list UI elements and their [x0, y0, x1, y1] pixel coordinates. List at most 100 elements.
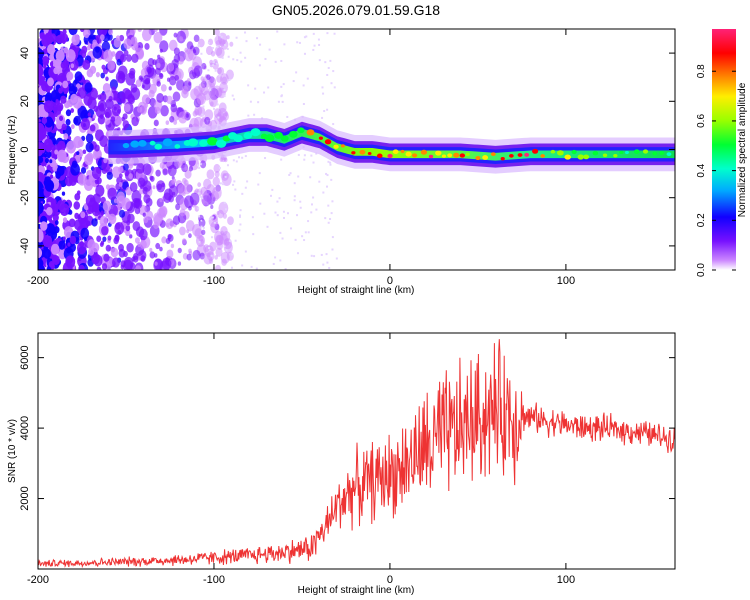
noise-speckle [47, 77, 54, 87]
ridge-spot [264, 134, 275, 143]
noise-speckle [118, 181, 123, 188]
x-tick-label: -200 [27, 574, 49, 586]
noise-speckle [122, 113, 128, 120]
ridge-spot [465, 152, 470, 157]
x-tick-label: -100 [203, 574, 225, 586]
noise-speckle [107, 235, 112, 241]
noise-speckle [167, 62, 175, 72]
noise-speckle [38, 230, 44, 243]
noise-speckle [119, 34, 125, 42]
noise-speckle [143, 216, 149, 224]
noise-speckle [155, 67, 161, 75]
noise-speckle [232, 183, 235, 186]
noise-speckle [152, 185, 156, 190]
noise-speckle [317, 38, 320, 41]
noise-speckle [326, 261, 329, 264]
noise-speckle [46, 43, 56, 55]
noise-speckle [280, 158, 283, 161]
noise-speckle [211, 190, 220, 202]
noise-speckle [211, 46, 214, 49]
noise-speckle [43, 100, 54, 113]
noise-speckle [188, 248, 192, 254]
noise-speckle [263, 212, 266, 215]
frequency-ridge-layer [108, 115, 675, 174]
noise-speckle [244, 250, 247, 253]
noise-speckle [170, 243, 175, 249]
noise-speckle [299, 206, 302, 209]
noise-speckle [161, 236, 167, 244]
noise-speckle [41, 55, 50, 66]
noise-speckle [226, 47, 229, 50]
noise-speckle [200, 192, 211, 206]
noise-speckle [86, 152, 94, 162]
noise-speckle [160, 105, 169, 117]
ridge-spot [540, 154, 546, 158]
noise-speckle [80, 117, 91, 131]
noise-speckle [200, 160, 207, 169]
noise-speckle [276, 214, 279, 217]
noise-speckle [296, 41, 299, 44]
noise-speckle [183, 195, 194, 209]
noise-speckle [219, 34, 222, 37]
ridge-spot [602, 153, 608, 158]
noise-speckle [137, 106, 143, 113]
noise-speckle [218, 166, 221, 169]
noise-speckle [215, 62, 218, 65]
noise-speckle [198, 166, 201, 169]
noise-speckle [104, 209, 108, 215]
noise-speckle [264, 157, 267, 160]
noise-speckle [179, 208, 186, 217]
noise-speckle [80, 211, 86, 219]
noise-speckle [286, 115, 289, 118]
noise-speckle [274, 256, 277, 259]
noise-speckle [99, 92, 107, 102]
noise-speckle [94, 149, 102, 159]
ridge-spot [517, 153, 523, 157]
noise-speckle [272, 262, 275, 265]
noise-speckle [223, 95, 226, 98]
noise-speckle [77, 105, 88, 119]
noise-speckle [296, 214, 299, 217]
x-tick-label: 100 [557, 275, 575, 287]
ridge-spot [509, 153, 514, 158]
noise-speckle [38, 122, 43, 131]
ridge-spot [318, 136, 323, 140]
noise-speckle [100, 210, 105, 216]
noise-speckle [195, 234, 206, 247]
noise-speckle [131, 53, 139, 64]
noise-speckle [125, 229, 131, 237]
noise-speckle [293, 195, 296, 198]
noise-speckle [231, 266, 234, 269]
noise-speckle [201, 113, 204, 116]
noise-speckle [297, 175, 300, 178]
noise-speckle [198, 188, 201, 191]
ridge-spot [359, 149, 366, 155]
colorbar-gradient [712, 29, 736, 270]
noise-speckle [177, 261, 182, 266]
noise-speckle [225, 69, 234, 80]
noise-speckle [210, 50, 216, 57]
noise-speckle [85, 142, 94, 153]
noise-speckle [204, 116, 211, 125]
noise-speckle [217, 66, 225, 76]
ridge-spot [215, 139, 227, 148]
noise-speckle [141, 29, 152, 42]
noise-speckle [72, 86, 78, 93]
noise-speckle [181, 238, 187, 244]
noise-speckle [101, 41, 111, 53]
noise-speckle [159, 198, 163, 203]
noise-speckle [244, 155, 247, 158]
noise-speckle [153, 119, 159, 127]
noise-speckle [118, 166, 124, 173]
noise-speckle [62, 29, 67, 35]
noise-speckle [295, 71, 298, 74]
ridge-spot [435, 150, 442, 156]
ridge-spot [642, 149, 649, 154]
noise-speckle [55, 49, 65, 62]
noise-speckle [232, 159, 235, 162]
ridge-spot [387, 153, 393, 159]
noise-speckle [238, 156, 241, 159]
noise-speckle [177, 184, 186, 196]
noise-speckle [117, 73, 126, 84]
ridge-spot [459, 153, 466, 158]
